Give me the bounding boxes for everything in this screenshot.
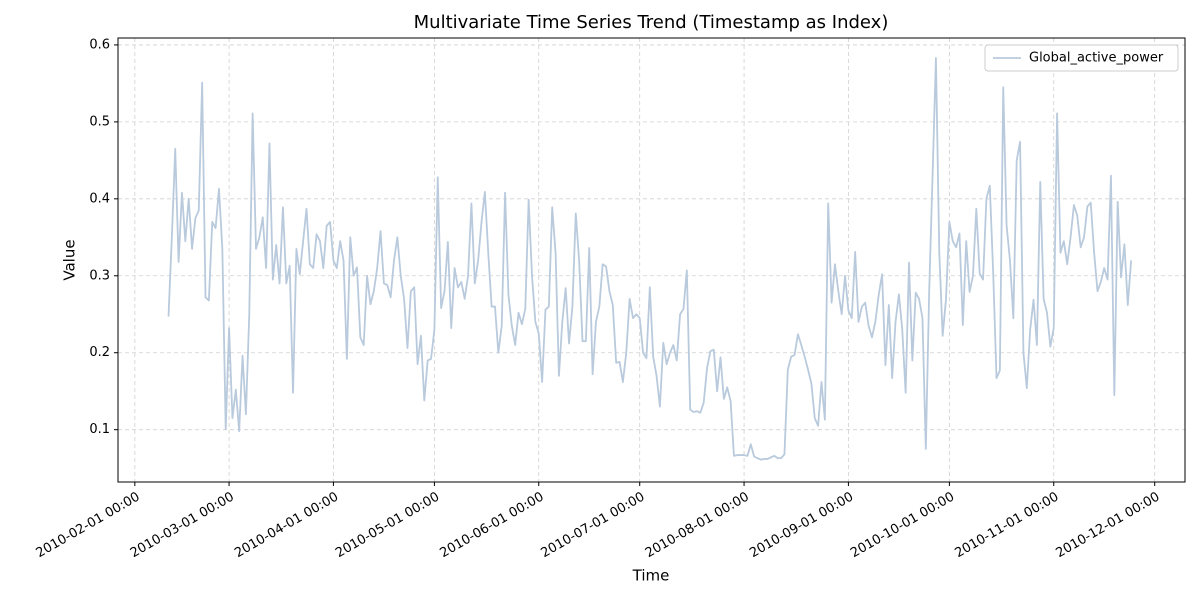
x-axis-label: Time <box>632 567 670 585</box>
y-tick-label: 0.2 <box>89 345 110 360</box>
y-tick-label: 0.5 <box>89 114 110 129</box>
plot-frame <box>117 37 1186 483</box>
y-tick-label: 0.3 <box>89 268 110 283</box>
legend-label: Global_active_power <box>1029 51 1164 66</box>
data-line <box>167 57 1133 461</box>
legend-box <box>984 44 1179 72</box>
y-tick-label: 0.4 <box>89 191 110 206</box>
chart-title: Multivariate Time Series Trend (Timestam… <box>414 12 889 33</box>
y-tick-label: 0.6 <box>89 37 110 52</box>
y-tick-label: 0.1 <box>89 422 110 437</box>
y-axis-label: Value <box>61 239 79 280</box>
